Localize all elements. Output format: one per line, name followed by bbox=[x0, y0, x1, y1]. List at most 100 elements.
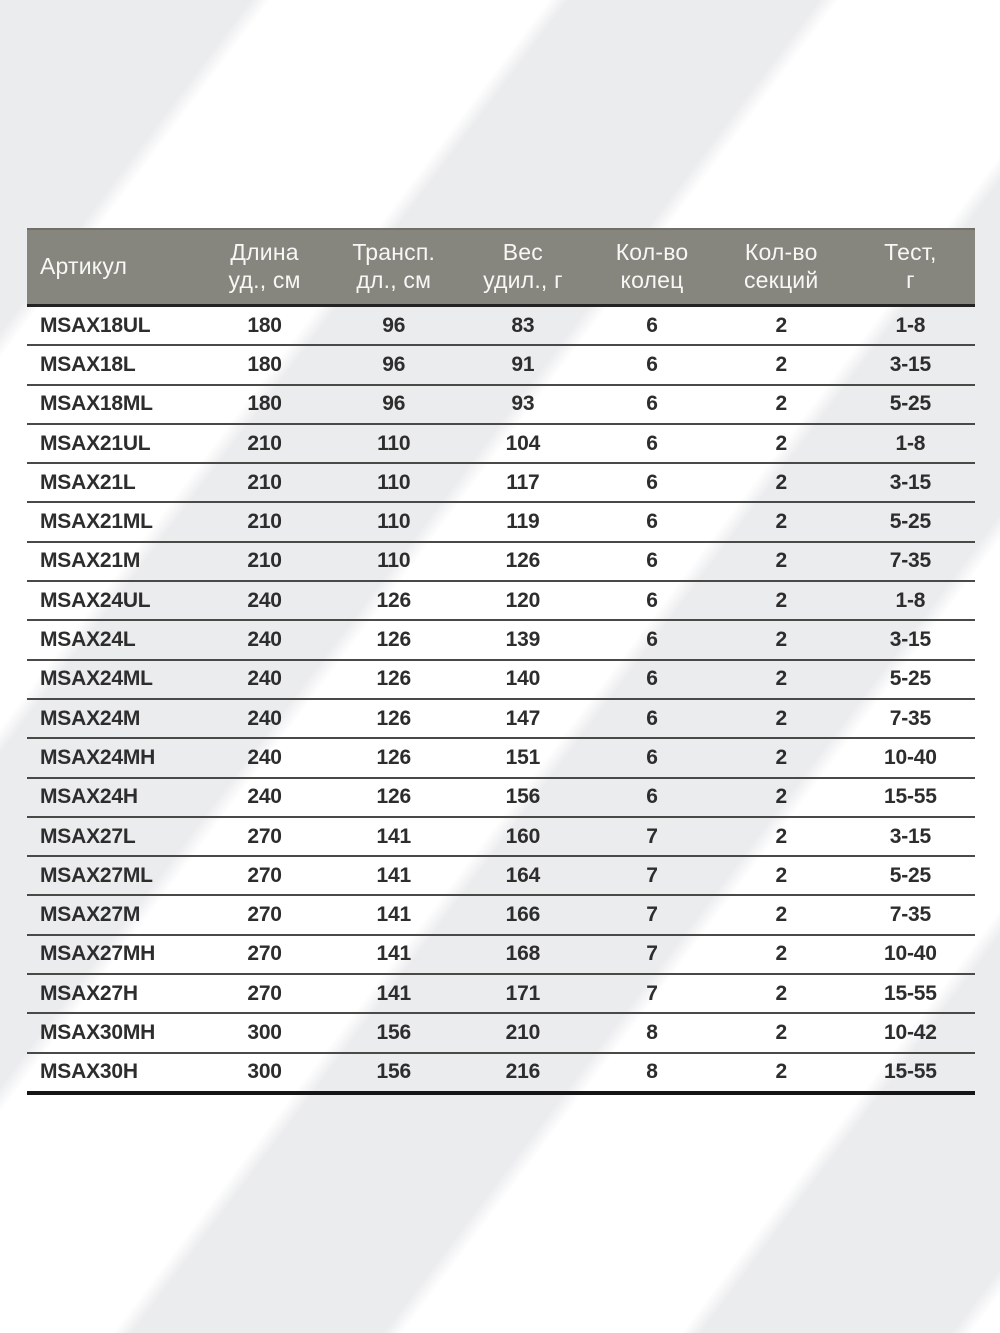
value-cell: 2 bbox=[775, 352, 787, 376]
value-cell: 5-25 bbox=[889, 510, 931, 534]
value-cell: 156 bbox=[376, 1020, 412, 1044]
value-cell: 180 bbox=[247, 352, 282, 376]
rod-spec-table: Артикул Длина уд., см Трансп. дл., см Ве… bbox=[27, 228, 975, 1095]
article-cell: MSAX18UL bbox=[40, 313, 151, 337]
value-cell: 210 bbox=[505, 1020, 541, 1044]
value-cell: 2 bbox=[775, 745, 787, 769]
value-cell: 6 bbox=[646, 470, 658, 494]
column-header-guides-count: Кол-во колец bbox=[615, 239, 689, 293]
value-cell: 171 bbox=[505, 981, 541, 1005]
value-cell: 10-42 bbox=[884, 1020, 937, 1044]
value-cell: 151 bbox=[505, 745, 541, 769]
value-cell: 240 bbox=[247, 745, 282, 769]
article-cell: MSAX27M bbox=[40, 903, 141, 927]
table-row: MSAX24H 240 126 156 6 2 15-55 bbox=[27, 778, 975, 817]
article-cell: MSAX24L bbox=[40, 628, 136, 652]
article-cell: MSAX27ML bbox=[40, 863, 153, 887]
column-header-test: Тест, г bbox=[884, 239, 937, 293]
table-header-row: Артикул Длина уд., см Трансп. дл., см Ве… bbox=[27, 229, 975, 306]
value-cell: 210 bbox=[247, 470, 282, 494]
value-cell: 168 bbox=[505, 942, 541, 966]
value-cell: 91 bbox=[511, 352, 535, 376]
value-cell: 3-15 bbox=[889, 352, 931, 376]
value-cell: 126 bbox=[505, 549, 541, 573]
value-cell: 240 bbox=[247, 785, 282, 809]
value-cell: 210 bbox=[247, 549, 282, 573]
value-cell: 2 bbox=[775, 588, 787, 612]
value-cell: 6 bbox=[646, 785, 658, 809]
table-row: MSAX27H 270 141 171 7 2 15-55 bbox=[27, 974, 975, 1014]
value-cell: 270 bbox=[247, 824, 282, 848]
value-cell: 96 bbox=[382, 313, 406, 337]
column-header-sections-count: Кол-во секций bbox=[743, 239, 819, 293]
value-cell: 96 bbox=[382, 352, 406, 376]
table-row: MSAX30H 300 156 216 8 2 15-55 bbox=[27, 1053, 975, 1093]
article-cell: MSAX21M bbox=[40, 549, 141, 573]
value-cell: 10-40 bbox=[884, 745, 937, 769]
value-cell: 160 bbox=[505, 824, 541, 848]
value-cell: 2 bbox=[775, 981, 787, 1005]
table-row: MSAX24ML 240 126 140 6 2 5-25 bbox=[27, 660, 975, 699]
value-cell: 2 bbox=[775, 1060, 787, 1084]
table-row: MSAX27ML 270 141 164 7 2 5-25 bbox=[27, 856, 975, 896]
article-cell: MSAX21UL bbox=[40, 431, 151, 455]
value-cell: 6 bbox=[646, 352, 658, 376]
column-header-transport-length: Трансп. дл., см bbox=[352, 239, 436, 293]
value-cell: 180 bbox=[247, 392, 282, 416]
value-cell: 2 bbox=[775, 431, 787, 455]
article-cell: MSAX24M bbox=[40, 706, 141, 730]
value-cell: 6 bbox=[646, 431, 658, 455]
value-cell: 270 bbox=[247, 903, 282, 927]
value-cell: 6 bbox=[646, 628, 658, 652]
value-cell: 240 bbox=[247, 588, 282, 612]
article-cell: MSAX21L bbox=[40, 470, 136, 494]
value-cell: 15-55 bbox=[884, 785, 937, 809]
value-cell: 2 bbox=[775, 470, 787, 494]
value-cell: 126 bbox=[376, 785, 412, 809]
article-cell: MSAX27L bbox=[40, 824, 136, 848]
value-cell: 141 bbox=[376, 981, 412, 1005]
table-row: MSAX21L 210 110 117 6 2 3-15 bbox=[27, 463, 975, 503]
table-row: MSAX21ML 210 110 119 6 2 5-25 bbox=[27, 502, 975, 542]
value-cell: 270 bbox=[247, 981, 282, 1005]
value-cell: 110 bbox=[377, 510, 411, 534]
value-cell: 2 bbox=[775, 942, 787, 966]
value-cell: 126 bbox=[376, 706, 412, 730]
value-cell: 6 bbox=[646, 392, 658, 416]
value-cell: 300 bbox=[247, 1060, 282, 1084]
column-header-article: Артикул bbox=[40, 253, 128, 280]
value-cell: 1-8 bbox=[895, 588, 926, 612]
article-cell: MSAX21ML bbox=[40, 510, 153, 534]
value-cell: 210 bbox=[247, 431, 282, 455]
value-cell: 15-55 bbox=[884, 981, 937, 1005]
table-body: MSAX18UL 180 96 83 6 2 1-8 MSAX18L 180 96 91 6 2 3-15… bbox=[27, 306, 975, 1093]
value-cell: 140 bbox=[505, 667, 541, 691]
article-cell: MSAX18L bbox=[40, 352, 136, 376]
value-cell: 15-55 bbox=[884, 1060, 937, 1084]
table-row: MSAX24UL 240 126 120 6 2 1-8 bbox=[27, 581, 975, 621]
value-cell: 1-8 bbox=[895, 431, 926, 455]
value-cell: 216 bbox=[505, 1060, 541, 1084]
value-cell: 147 bbox=[505, 706, 541, 730]
value-cell: 7 bbox=[646, 981, 658, 1005]
value-cell: 110 bbox=[377, 431, 411, 455]
value-cell: 180 bbox=[247, 313, 282, 337]
value-cell: 2 bbox=[775, 510, 787, 534]
value-cell: 2 bbox=[775, 824, 787, 848]
value-cell: 240 bbox=[247, 628, 282, 652]
value-cell: 8 bbox=[646, 1020, 658, 1044]
value-cell: 6 bbox=[646, 706, 658, 730]
value-cell: 210 bbox=[247, 510, 282, 534]
value-cell: 6 bbox=[646, 313, 658, 337]
value-cell: 5-25 bbox=[889, 392, 931, 416]
value-cell: 7-35 bbox=[889, 903, 931, 927]
value-cell: 10-40 bbox=[884, 942, 937, 966]
value-cell: 104 bbox=[505, 431, 541, 455]
table-row: MSAX21M 210 110 126 6 2 7-35 bbox=[27, 542, 975, 582]
value-cell: 2 bbox=[775, 863, 787, 887]
article-cell: MSAX30MH bbox=[40, 1020, 156, 1044]
value-cell: 5-25 bbox=[889, 863, 931, 887]
value-cell: 156 bbox=[505, 785, 541, 809]
value-cell: 141 bbox=[376, 903, 412, 927]
value-cell: 126 bbox=[376, 628, 412, 652]
